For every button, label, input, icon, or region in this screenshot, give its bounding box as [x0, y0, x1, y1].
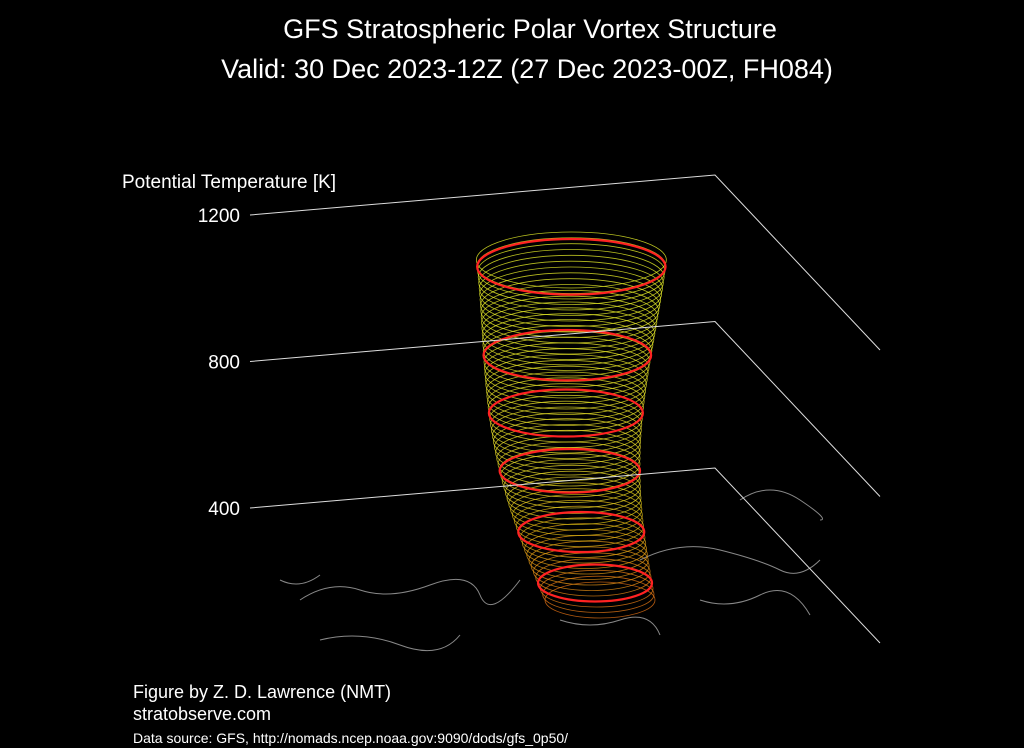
grid-plane: [249, 320, 881, 497]
vortex-contour: [490, 406, 642, 454]
z-tick-label: 800: [208, 353, 240, 374]
vortex-contour: [481, 307, 656, 360]
vortex-contour: [477, 249, 665, 305]
z-tick-label: 1200: [198, 206, 240, 227]
vortex-ring: [487, 388, 644, 438]
vortex-contour: [490, 400, 643, 448]
vortex-contour: [493, 424, 641, 470]
vortex-contour: [481, 301, 657, 355]
vortex-contour: [480, 278, 661, 333]
vortex-contour: [486, 371, 646, 421]
vortex-contour: [487, 383, 644, 432]
grid-plane: [249, 174, 881, 351]
vortex-contour: [508, 482, 642, 525]
vortex-ring: [476, 237, 667, 296]
vortex-contour: [475, 231, 667, 289]
vortex-contour: [482, 324, 653, 377]
grid-plane: [249, 467, 881, 644]
vortex-contour: [482, 313, 655, 366]
vortex-contour: [478, 260, 663, 316]
vortex-contour: [485, 359, 647, 410]
credit: stratobserve.com: [133, 704, 271, 724]
z-axis-label: Potential Temperature [K]: [122, 172, 336, 193]
vortex-contour: [479, 266, 663, 322]
vortex-ring: [536, 563, 654, 603]
vortex-ring: [482, 328, 653, 382]
coastline: [279, 489, 823, 652]
vortex-contour: [485, 365, 647, 415]
vortex-contour: [487, 377, 645, 426]
vortex-contour: [480, 289, 659, 344]
vortex-contour: [510, 488, 643, 531]
vortex-ring: [498, 447, 642, 494]
coastlines: [279, 489, 823, 652]
vortex-contour: [506, 476, 642, 520]
z-tick-label: 400: [208, 499, 240, 520]
vortex-contour: [481, 295, 658, 349]
credit: Data source: GFS, http://nomads.ncep.noa…: [133, 730, 568, 746]
vortex-contour: [492, 418, 642, 465]
vortex-contour: [483, 336, 651, 388]
vortex: [475, 231, 667, 619]
vortex-contour: [495, 429, 641, 476]
credit: Figure by Z. D. Lawrence (NMT): [133, 682, 391, 702]
vortex-contour: [480, 284, 660, 338]
vortex-contour: [479, 272, 662, 327]
vortex-contour: [491, 412, 642, 459]
vortex-ring: [517, 510, 646, 554]
vortex-contour: [482, 319, 654, 371]
chart-title: GFS Stratospheric Polar Vortex Structure: [283, 14, 777, 44]
vortex-contour: [484, 354, 648, 404]
chart-subtitle: Valid: 30 Dec 2023-12Z (27 Dec 2023-00Z,…: [221, 54, 833, 84]
vortex-contour: [501, 459, 641, 503]
vortex-contour: [478, 254, 664, 311]
vortex-contour: [504, 470, 642, 514]
